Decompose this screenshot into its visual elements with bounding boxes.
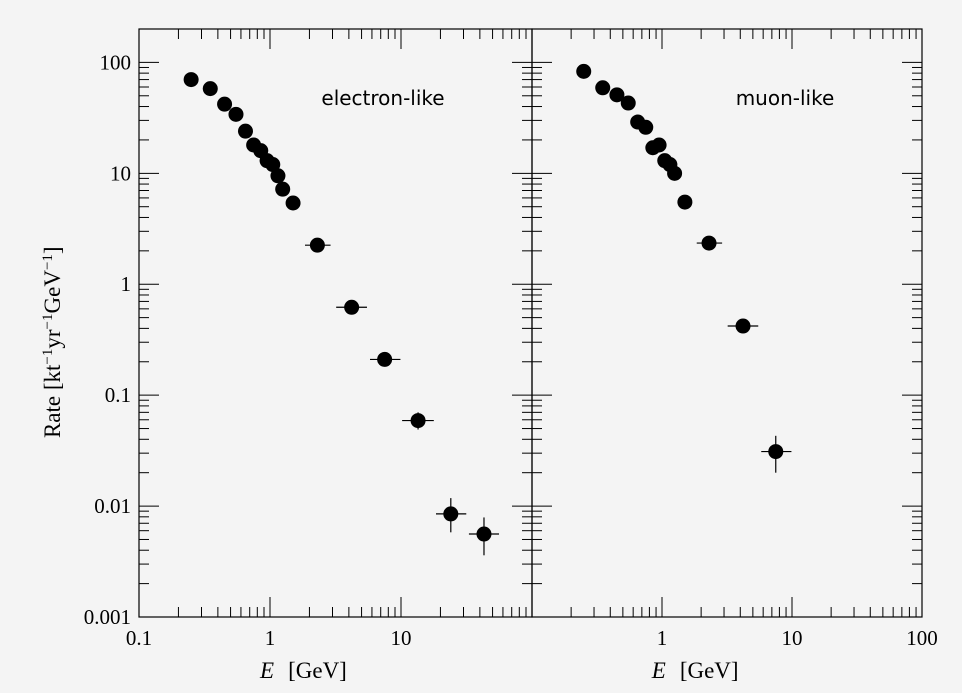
x-tick-label-right: 1 — [657, 626, 668, 650]
x-axis-symbol: E — [651, 658, 666, 683]
y-axis-title-superscript: −1 — [40, 254, 56, 270]
x-tick-label-right: 100 — [906, 626, 938, 650]
x-tick-label-right: 10 — [782, 626, 803, 650]
data-point-electron-like — [443, 506, 459, 522]
y-tick-label: 0.001 — [84, 605, 131, 629]
x-tick-label-left: 0.1 — [126, 626, 152, 650]
data-point-electron-like — [285, 195, 301, 211]
data-point-muon-like — [609, 87, 625, 103]
data-point-electron-like — [344, 299, 360, 315]
data-point-electron-like — [309, 237, 325, 253]
data-point-electron-like — [377, 351, 393, 367]
y-tick-label: 1 — [121, 272, 132, 296]
x-tick-label-left: 1 — [265, 626, 276, 650]
data-point-electron-like — [183, 72, 199, 88]
data-point-electron-like — [476, 526, 492, 542]
data-point-electron-like — [228, 106, 244, 122]
x-axis-unit: [GeV] — [288, 658, 347, 683]
x-tick-label-left: 10 — [391, 626, 412, 650]
y-axis-title-part: ] — [40, 246, 65, 254]
y-axis-title: Rate [kt−1yr−1GeV−1] — [40, 246, 65, 438]
data-point-muon-like — [620, 95, 636, 111]
y-axis-title-part: GeV — [40, 270, 65, 314]
data-point-muon-like — [735, 318, 751, 334]
y-axis-title-superscript: −1 — [40, 349, 56, 365]
x-axis-unit: [GeV] — [680, 658, 739, 683]
panel-frame-muon-like — [531, 28, 923, 618]
data-point-muon-like — [677, 194, 693, 210]
data-point-muon-like — [651, 137, 667, 153]
panel-label-muon-like: muon-like — [736, 86, 835, 110]
data-point-electron-like — [275, 181, 291, 197]
data-point-electron-like — [202, 81, 218, 97]
x-axis-title-right: E [GeV] — [651, 658, 739, 683]
data-point-electron-like — [217, 96, 233, 112]
data-point-muon-like — [768, 444, 784, 460]
data-point-muon-like — [576, 63, 592, 79]
data-point-electron-like — [237, 123, 253, 139]
y-tick-label: 10 — [110, 161, 131, 185]
data-point-muon-like — [595, 80, 611, 96]
x-axis-title-left: E [GeV] — [259, 658, 347, 683]
y-axis-title-superscript: −1 — [40, 313, 56, 329]
y-axis-title-part: Rate [kt — [40, 364, 65, 438]
y-tick-label: 0.01 — [94, 494, 131, 518]
x-axis-symbol: E — [259, 658, 274, 683]
data-point-muon-like — [701, 235, 717, 251]
y-tick-label: 0.1 — [105, 383, 131, 407]
y-tick-label: 100 — [100, 50, 132, 74]
data-point-electron-like — [410, 413, 426, 429]
data-point-electron-like — [265, 157, 281, 173]
data-point-electron-like — [270, 168, 286, 184]
y-axis-title-part: yr — [40, 329, 65, 349]
panel-label-electron-like: electron-like — [321, 86, 444, 110]
data-point-muon-like — [667, 165, 683, 181]
data-point-muon-like — [638, 119, 654, 135]
